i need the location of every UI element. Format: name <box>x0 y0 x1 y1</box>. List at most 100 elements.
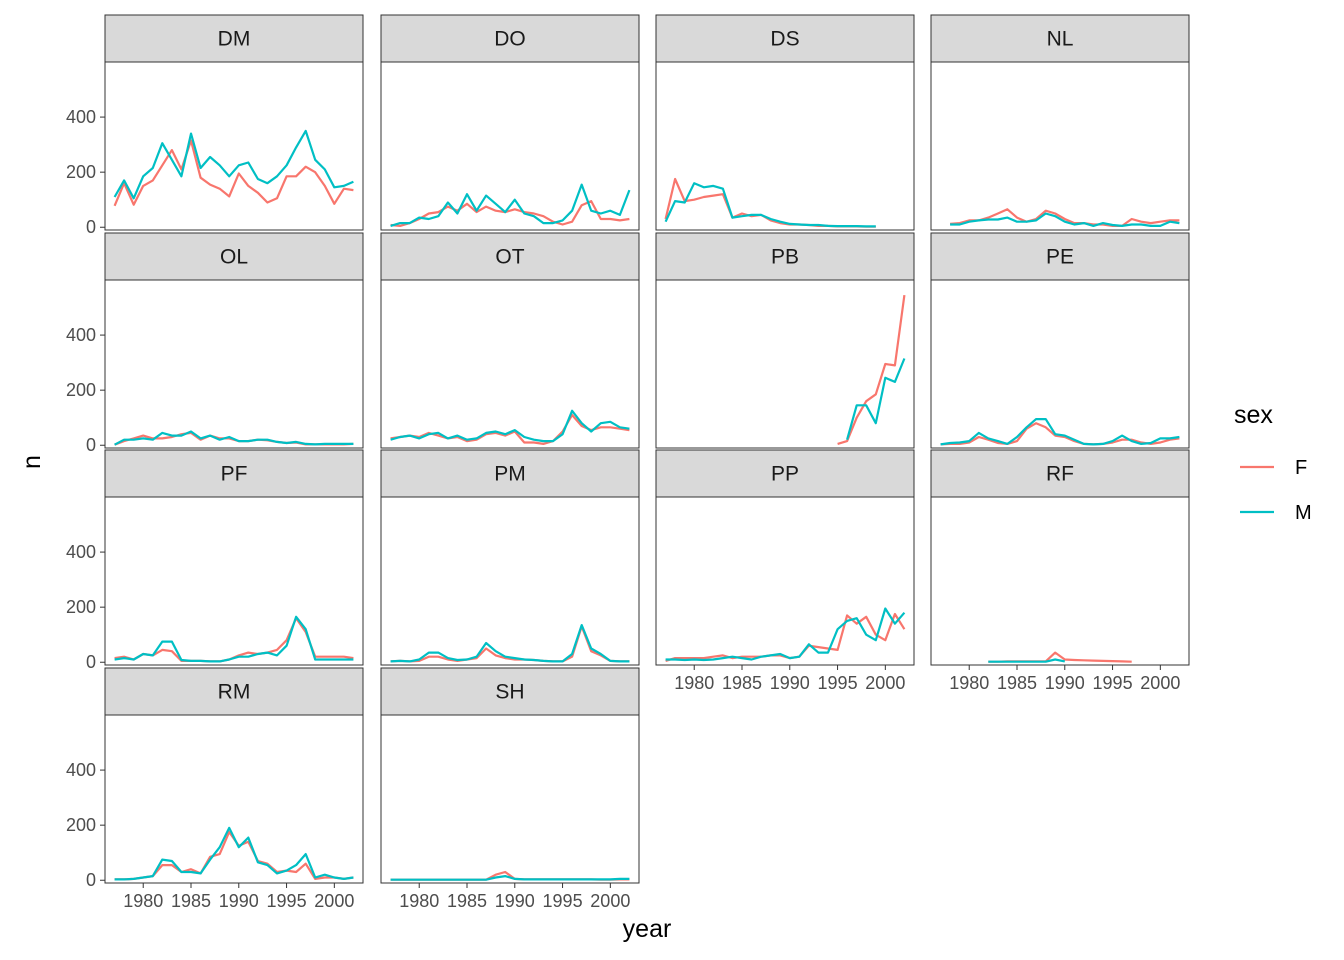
x-tick-label: 2000 <box>1140 673 1180 693</box>
panel-background <box>105 62 363 230</box>
facet-strip-label: RM <box>218 681 251 704</box>
facet-panel-ot: OT <box>380 232 640 449</box>
x-tick-label: 1985 <box>722 673 762 693</box>
y-tick-label: 200 <box>66 380 96 400</box>
facet-strip-label: PM <box>494 463 526 486</box>
facet-strip-label: PP <box>771 463 799 486</box>
panel-background <box>105 715 363 883</box>
panel-background <box>381 280 639 448</box>
series-line-m <box>940 418 1180 446</box>
panel-background <box>381 715 639 883</box>
x-tick-label: 1995 <box>818 673 858 693</box>
y-tick-label: 0 <box>86 870 96 890</box>
x-tick-label: 1990 <box>219 891 259 911</box>
panel-border <box>930 61 1190 231</box>
facet-strip-label: PE <box>1046 246 1074 269</box>
panel-background <box>656 280 914 448</box>
facet-strip-pb <box>655 232 915 281</box>
panel-border <box>104 714 364 884</box>
x-axis-title: year <box>623 915 672 943</box>
x-tick-label: 1995 <box>1093 673 1133 693</box>
y-tick-label: 200 <box>66 815 96 835</box>
panel-background <box>105 497 363 665</box>
facet-strip-label: NL <box>1047 28 1074 51</box>
series-line-m <box>390 183 631 227</box>
y-tick-label: 400 <box>66 107 96 127</box>
facet-strip-label: DS <box>770 28 799 51</box>
panel-border <box>380 61 640 231</box>
x-tick-label: 1980 <box>674 673 714 693</box>
facet-panel-pe: PE <box>930 232 1190 449</box>
panel-background <box>931 497 1189 665</box>
y-tick-label: 200 <box>66 162 96 182</box>
y-tick-label: 0 <box>86 217 96 237</box>
panel-border <box>380 496 640 666</box>
facet-strip-rf <box>930 449 1190 498</box>
panel-background <box>381 62 639 230</box>
series-line-m <box>664 182 876 228</box>
series-line-f <box>940 422 1180 446</box>
x-tick-label: 1990 <box>495 891 535 911</box>
y-axis-title: n <box>18 455 46 469</box>
panel-border <box>380 279 640 449</box>
facet-strip-label: OT <box>495 246 524 269</box>
panel-border <box>930 496 1190 666</box>
panel-border <box>655 279 915 449</box>
x-tick-label: 1985 <box>997 673 1037 693</box>
facet-strip-pp <box>655 449 915 498</box>
facet-strip-nl <box>930 14 1190 63</box>
series-line-m <box>665 607 906 662</box>
panel-border <box>655 61 915 231</box>
facet-strip-label: DO <box>494 28 526 51</box>
facet-strip-pe <box>930 232 1190 281</box>
facet-strip-ot <box>380 232 640 281</box>
series-line-m <box>390 874 630 881</box>
facet-strip-label: PB <box>771 246 799 269</box>
panel-border <box>655 496 915 666</box>
legend-label-m: M <box>1295 502 1312 524</box>
x-tick-label: 1995 <box>543 891 583 911</box>
panel-background <box>656 62 914 230</box>
legend-title: sex <box>1234 401 1273 429</box>
y-tick-label: 0 <box>86 652 96 672</box>
panel-border <box>104 61 364 231</box>
facet-panel-nl: NL <box>930 14 1190 231</box>
series-line-m <box>390 623 630 663</box>
x-tick-label: 1980 <box>399 891 439 911</box>
x-tick-label: 1985 <box>447 891 487 911</box>
facet-strip-label: RF <box>1046 463 1074 486</box>
x-tick-label: 2000 <box>314 891 354 911</box>
y-tick-label: 200 <box>66 597 96 617</box>
y-tick-label: 400 <box>66 760 96 780</box>
y-tick-label: 0 <box>86 435 96 455</box>
series-line-f <box>113 139 354 207</box>
facet-strip-rm <box>104 667 364 716</box>
panel-border <box>104 496 364 666</box>
x-tick-label: 2000 <box>590 891 630 911</box>
panel-border <box>380 714 640 884</box>
facet-panel-pf: PF 0 200 400 <box>66 449 364 672</box>
x-tick-label: 1995 <box>267 891 307 911</box>
series-line-m <box>114 430 354 446</box>
series-line-m <box>988 658 1066 663</box>
facet-panel-pb: PB <box>655 232 915 449</box>
legend: sex F M <box>1234 401 1312 524</box>
series-line-m <box>113 129 354 200</box>
series-line-f <box>390 200 630 227</box>
series-line-m <box>846 358 906 440</box>
facet-panel-do: DO <box>380 14 640 231</box>
y-tick-label: 400 <box>66 325 96 345</box>
panel-background <box>931 62 1189 230</box>
facet-strip-label: SH <box>495 681 524 704</box>
facet-panel-pm: PM <box>380 449 640 666</box>
facet-strip-pm <box>380 449 640 498</box>
x-tick-label: 2000 <box>865 673 905 693</box>
x-tick-label: 1990 <box>770 673 810 693</box>
facet-panel-ol: OL 0 200 400 <box>66 232 364 455</box>
panel-border <box>104 279 364 449</box>
facet-panel-pp: PP 1980 1985 1990 1995 2000 <box>655 449 915 693</box>
x-tick-label: 1980 <box>949 673 989 693</box>
facet-strip-label: OL <box>220 246 248 269</box>
x-tick-label: 1980 <box>123 891 163 911</box>
